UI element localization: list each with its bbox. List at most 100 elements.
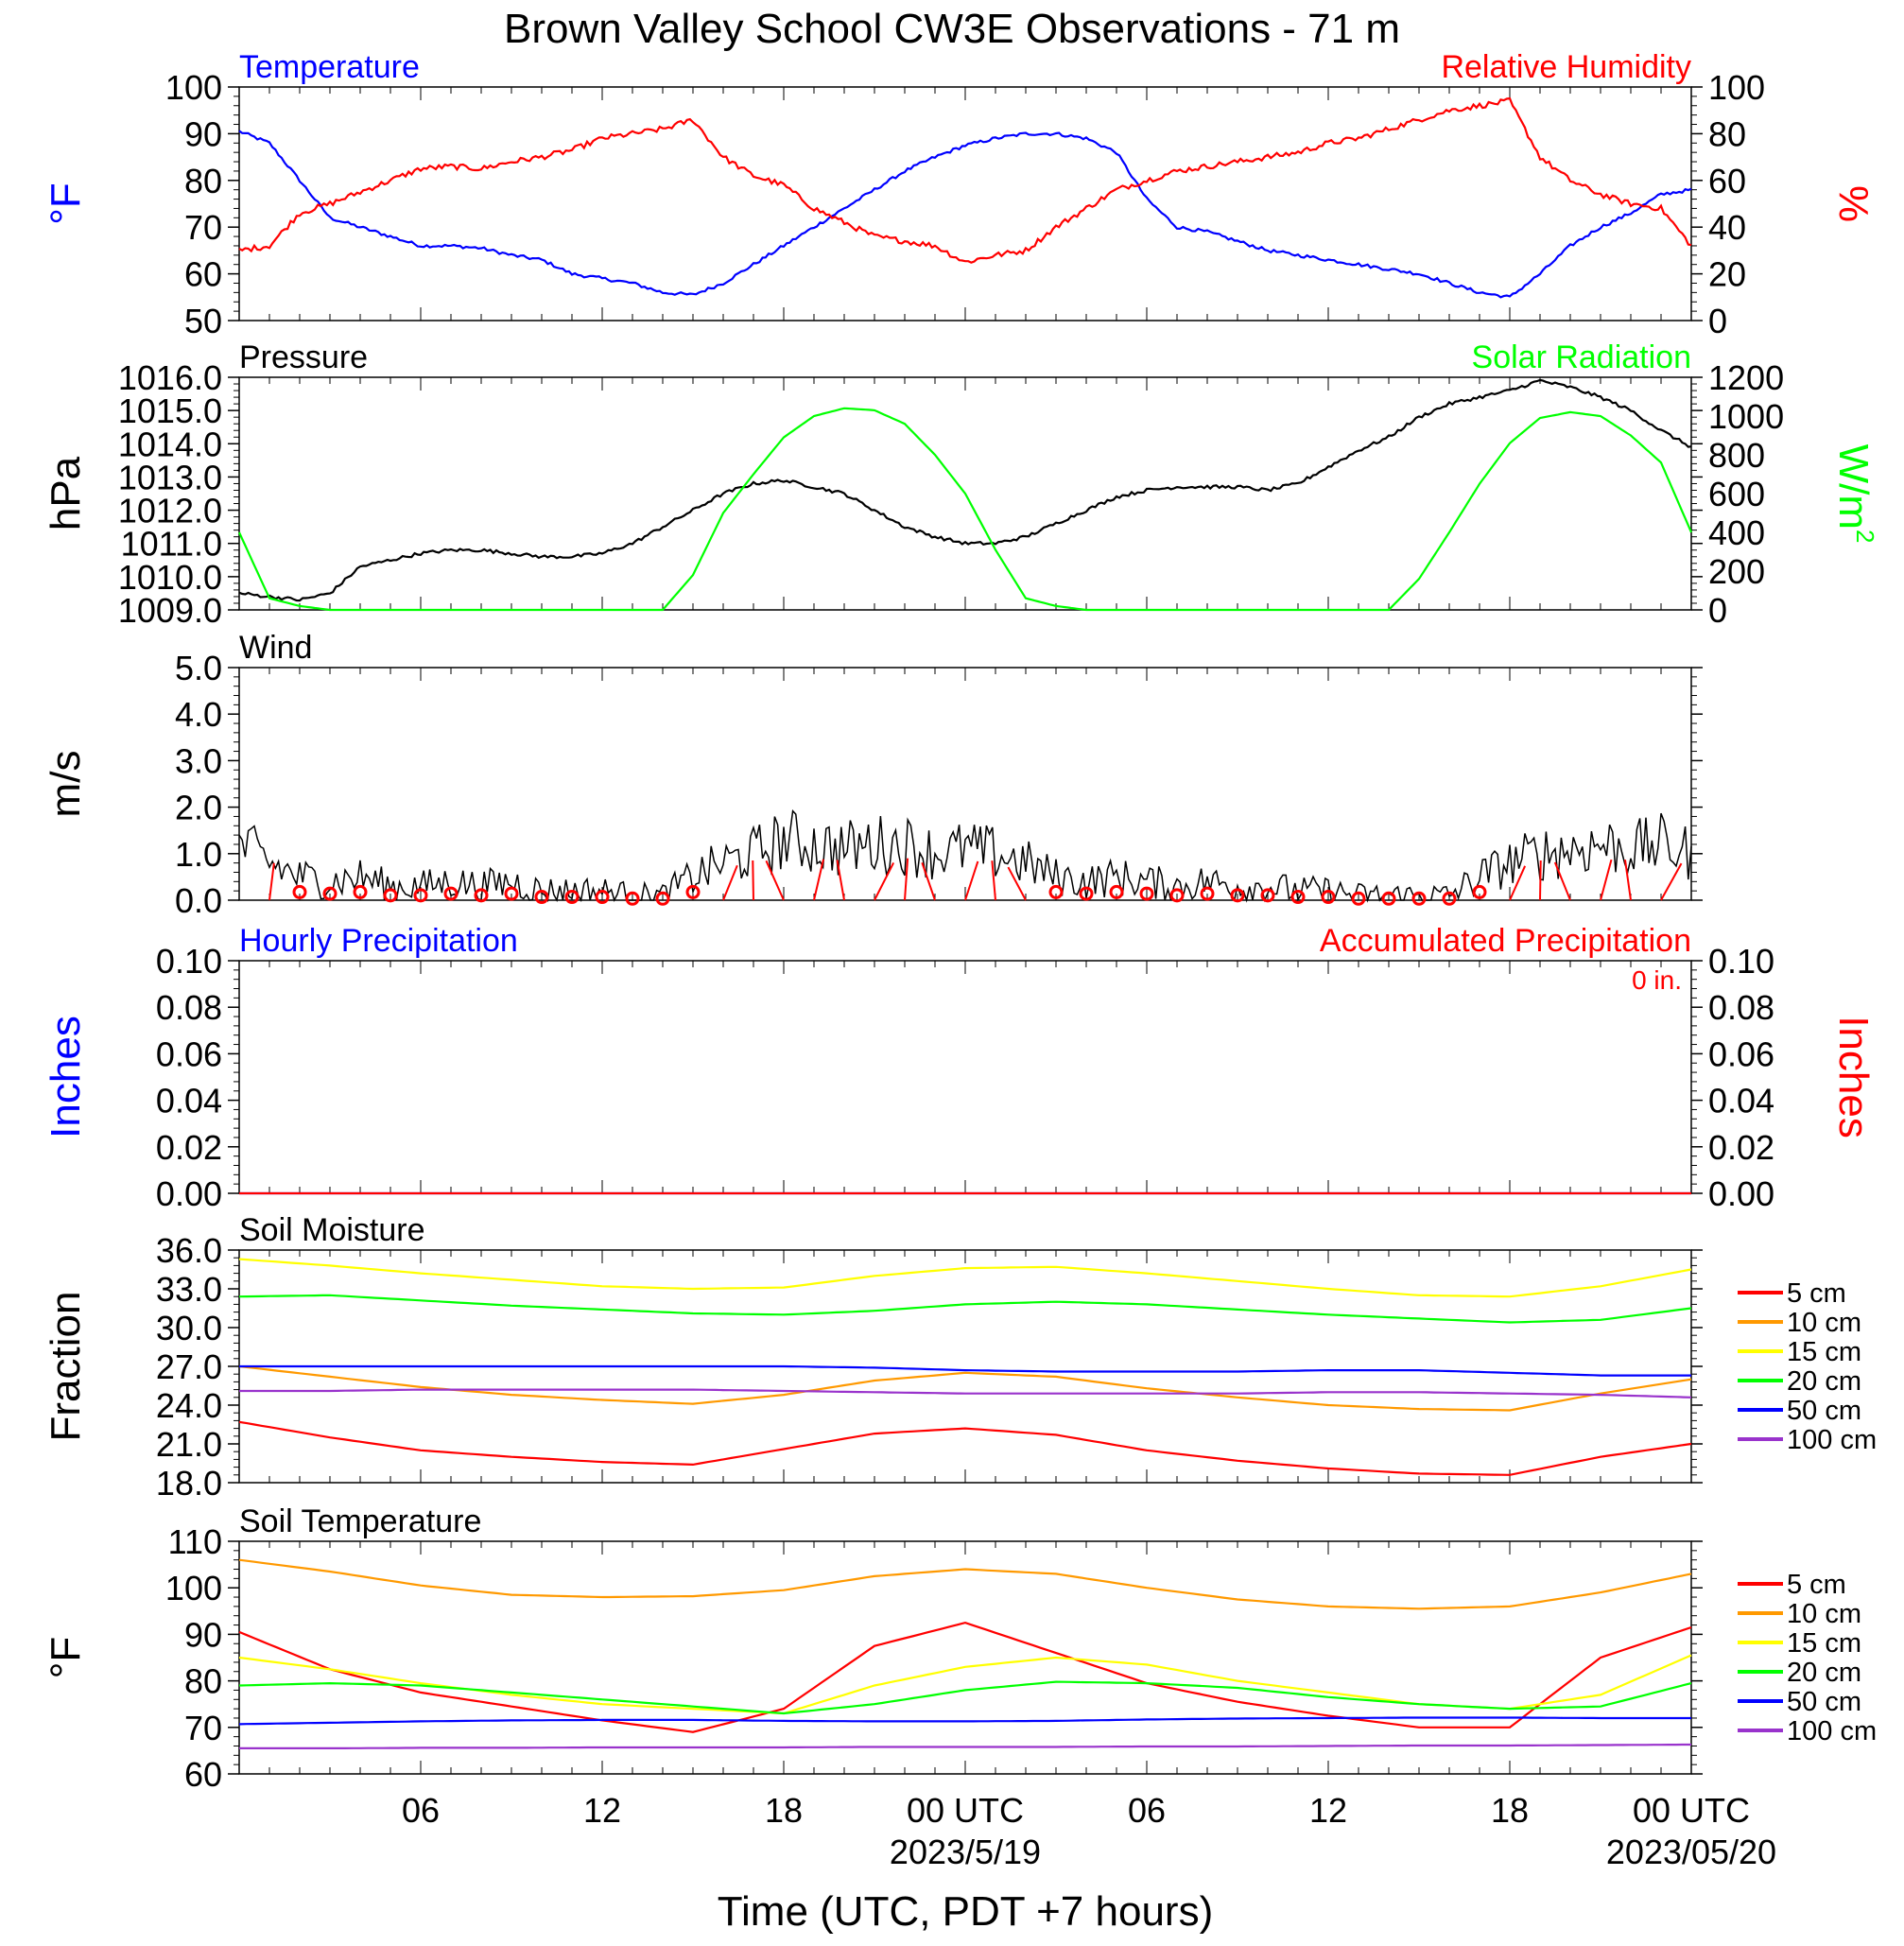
wind-calm-marker	[1230, 888, 1245, 903]
wind-calm-marker	[1109, 884, 1124, 899]
wind-barb	[1539, 860, 1542, 901]
y-tick-label-left: 24.0	[156, 1386, 222, 1425]
y-tick-label-left: 1014.0	[118, 425, 222, 463]
panel-wind: 0.0 1.0 2.0 3.0 4.0 5.0 Wind m/s	[43, 630, 1703, 920]
y-tick-label-right: 80	[1708, 114, 1746, 153]
y-tick-label-left: 100	[165, 1569, 222, 1607]
series-line-100-cm	[239, 1743, 1691, 1750]
y-tick-label-left: 70	[184, 1709, 222, 1747]
wind-barb	[1553, 861, 1571, 901]
y-axis-label-right: %	[1830, 185, 1877, 222]
wind-calm-marker	[685, 884, 701, 899]
x-tick-label: 00 UTC	[1633, 1791, 1750, 1830]
y-tick-label-left: 0.06	[156, 1034, 222, 1073]
x-tick-label: 12	[1309, 1791, 1347, 1830]
y-tick-label-right: 0.04	[1708, 1082, 1774, 1121]
y-tick-label-right: 100	[1708, 68, 1765, 107]
y-axis-label-left: hPa	[43, 456, 89, 530]
y-tick-label-left: 70	[184, 208, 222, 247]
y-tick-label-left: 50	[184, 302, 222, 340]
y-tick-label-right: 0.02	[1708, 1128, 1774, 1167]
chart-title: Brown Valley School CW3E Observations - …	[504, 6, 1400, 52]
x-tick-label: 06	[1128, 1791, 1166, 1830]
wind-calm-marker	[1200, 886, 1215, 901]
wind-calm-marker	[1442, 891, 1457, 906]
wind-calm-marker	[1381, 891, 1396, 906]
panel-title-right: Solar Radiation	[1472, 339, 1691, 375]
y-axis-label-left: °F	[43, 182, 89, 224]
legend-label: 5 cm	[1787, 1570, 1846, 1600]
series-line-temperature	[238, 130, 1692, 299]
panel-title-left: Wind	[239, 630, 312, 666]
accumulated-total: 0 in.	[1632, 965, 1682, 995]
wind-calm-marker	[1321, 890, 1336, 905]
y-axis-label-right: Inches	[1830, 1016, 1877, 1138]
panel-soil-moisture: 18.021.024.027.030.033.036.0 Soil Moistur…	[43, 1212, 1877, 1503]
series-line-solar-radiation	[237, 407, 1693, 612]
wind-calm-marker	[474, 888, 489, 903]
wind-barb	[964, 860, 979, 901]
wind-calm-marker	[504, 886, 519, 901]
y-tick-label-right: 0	[1708, 591, 1727, 630]
legend-label: 100 cm	[1787, 1425, 1877, 1455]
y-axis-label-left: °F	[43, 1637, 89, 1678]
series-line-20-cm	[238, 1294, 1692, 1324]
wind-barb	[813, 859, 824, 901]
wind-calm-marker	[1048, 884, 1064, 899]
wind-calm-marker	[534, 890, 549, 905]
wind-barb	[268, 862, 275, 901]
panel-precipitation: 0.00 0.02 0.04 0.06 0.08 0.10 0.00 0.02 0.04 0.06…	[43, 923, 1877, 1213]
wind-calm-marker	[353, 884, 368, 899]
panel-title-left: Soil Moisture	[239, 1212, 425, 1248]
y-tick-label-right: 40	[1708, 208, 1746, 247]
y-tick-label-left: 27.0	[156, 1347, 222, 1386]
panel-title-right: Accumulated Precipitation	[1320, 923, 1691, 959]
wind-calm-marker	[1139, 886, 1154, 901]
y-tick-label-right: 800	[1708, 436, 1765, 475]
wind-barb	[921, 861, 936, 901]
y-tick-label-left: 30.0	[156, 1309, 222, 1347]
x-tick-label: 00 UTC	[907, 1791, 1024, 1830]
wind-calm-marker	[625, 891, 640, 906]
wind-calm-marker	[595, 890, 610, 905]
wind-barb	[1007, 866, 1027, 901]
series-line-50-cm	[239, 1364, 1691, 1377]
y-tick-label-left: 0.0	[175, 881, 222, 920]
wind-calm-marker	[655, 891, 670, 906]
x-date-label: 2023/5/19	[890, 1833, 1041, 1871]
y-tick-label-left: 0.10	[156, 942, 222, 981]
y-tick-label-left: 1015.0	[118, 391, 222, 430]
y-tick-label-left: 90	[184, 1615, 222, 1654]
wind-barb	[1660, 862, 1683, 901]
wind-barb	[836, 860, 845, 901]
series-line-10-cm	[238, 1558, 1692, 1610]
y-tick-label-right: 0.10	[1708, 942, 1774, 981]
y-tick-label-right: 0	[1708, 302, 1727, 340]
legend-label: 20 cm	[1787, 1366, 1861, 1397]
wind-calm-marker	[1472, 884, 1487, 899]
series-line-10-cm	[238, 1364, 1692, 1412]
y-tick-label-left: 0.04	[156, 1082, 222, 1121]
wind-calm-marker	[1260, 888, 1275, 903]
series-line-15-cm	[238, 1258, 1692, 1298]
wind-calm-marker	[564, 890, 580, 905]
y-tick-label-right: 0.08	[1708, 988, 1774, 1027]
wind-calm-marker	[1079, 886, 1094, 901]
y-tick-label-left: 18.0	[156, 1464, 222, 1503]
y-axis-label-left: Inches	[43, 1016, 89, 1138]
y-tick-label-left: 1012.0	[118, 492, 222, 530]
y-tick-label-left: 3.0	[175, 741, 222, 780]
series-line-5-cm	[238, 1621, 1692, 1733]
y-tick-label-left: 0.02	[156, 1128, 222, 1167]
y-axis-label-right: W/m2	[1830, 444, 1879, 544]
wind-barb	[765, 860, 785, 901]
x-axis-label: Time (UTC, PDT +7 hours)	[718, 1888, 1213, 1935]
y-tick-label-left: 5.0	[175, 649, 222, 687]
superscript: 2	[1851, 530, 1879, 543]
y-tick-label-left: 80	[184, 162, 222, 200]
y-tick-label-right: 0.00	[1708, 1174, 1774, 1213]
panel-title-left: Pressure	[239, 339, 368, 375]
legend-label: 5 cm	[1787, 1278, 1846, 1309]
series-line-5-cm	[238, 1420, 1692, 1476]
panel-pressure-solar: 1009.01010.01011.01012.01013.01014.01015…	[43, 339, 1879, 630]
